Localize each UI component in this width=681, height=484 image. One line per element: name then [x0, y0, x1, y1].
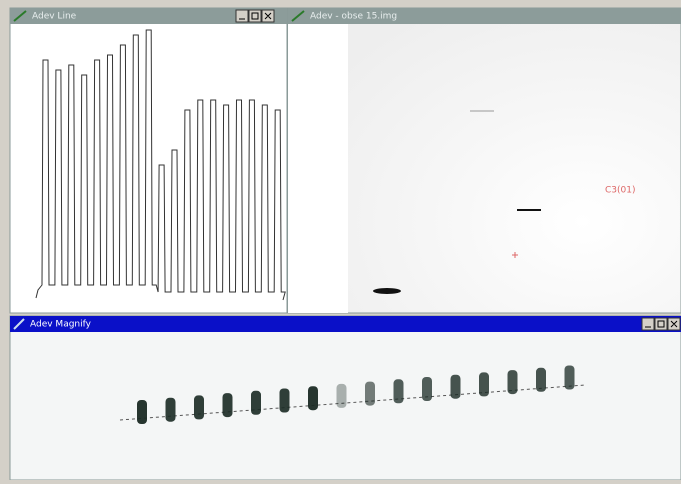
star [373, 288, 401, 294]
window-frame [10, 8, 287, 313]
star-image [137, 400, 147, 424]
magnify-window: Adev Magnify [10, 316, 681, 480]
star-image [280, 389, 290, 413]
star-image [508, 370, 518, 394]
star-image [308, 386, 318, 410]
star-image [251, 391, 261, 415]
line-window: Adev Line [10, 8, 287, 313]
star-image [223, 393, 233, 417]
star-image [451, 375, 461, 399]
star-image [422, 377, 432, 401]
window-buttons[interactable] [236, 10, 274, 22]
window-title: Adev Line [32, 12, 77, 22]
star-image [479, 372, 489, 396]
image-margin [288, 24, 348, 313]
star-image [194, 395, 204, 419]
object-label: C3(01) [605, 186, 636, 196]
star-image [337, 384, 347, 408]
star-image [166, 398, 176, 422]
window-title: Adev Magnify [30, 320, 92, 330]
star-image [394, 379, 404, 403]
screen: {"windows": [ {"title": "Adev Line"}, {"… [0, 0, 681, 480]
title-bar[interactable] [10, 316, 681, 332]
desktop: Adev Line Adev - obse 15.img C3(01) Adev… [0, 0, 681, 480]
window-title: Adev - obse 15.img [310, 12, 397, 22]
star-image [365, 382, 375, 406]
image-window: Adev - obse 15.img C3(01) [288, 8, 681, 313]
window-buttons[interactable] [642, 318, 680, 330]
star-image [565, 366, 575, 390]
star-image [536, 368, 546, 392]
